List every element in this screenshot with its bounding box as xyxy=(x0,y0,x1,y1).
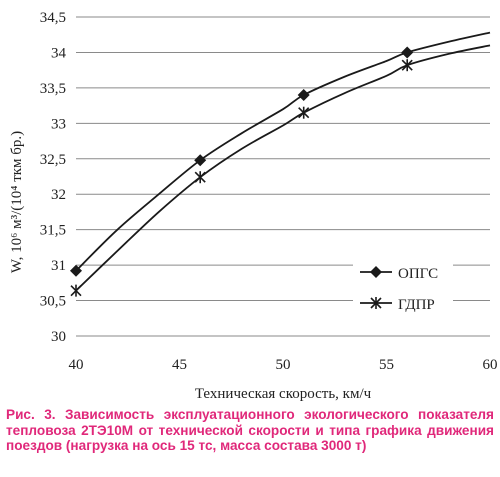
legend: ОПГС ГДПР xyxy=(353,260,453,322)
legend-asterisk-marker xyxy=(370,297,382,309)
x-tick-label: 55 xyxy=(379,357,394,373)
legend-label-opgs: ОПГС xyxy=(398,266,438,282)
figure-caption: Рис. 3. Зависимость эксплуатационного эк… xyxy=(6,407,494,453)
y-tick-label: 33 xyxy=(51,116,66,132)
data-point-diamond xyxy=(194,154,207,167)
legend-label-gdpr: ГДПР xyxy=(398,297,435,313)
y-tick-label: 34,5 xyxy=(40,10,66,26)
y-tick-label: 34 xyxy=(51,45,67,61)
data-point-asterisk xyxy=(401,59,413,72)
x-tick-label: 60 xyxy=(483,357,498,373)
series-line-0 xyxy=(75,31,491,272)
data-point-diamond xyxy=(70,264,82,277)
y-axis-title: W, 10⁶ м³/(10⁴ ткм бр.) xyxy=(9,131,25,273)
series-lines xyxy=(75,31,491,292)
y-tick-labels: 30 30,5 31 31,5 32 32,5 33 33,5 34 34,5 xyxy=(40,10,67,345)
series-line-1 xyxy=(75,44,491,292)
y-tick-label: 30 xyxy=(51,329,66,345)
x-axis-title: Техническая скорость, км/ч xyxy=(195,386,372,402)
data-point-diamond xyxy=(401,46,414,59)
legend-background xyxy=(353,260,453,322)
y-tick-label: 31,5 xyxy=(40,223,66,239)
x-tick-label: 45 xyxy=(172,357,187,373)
data-point-asterisk xyxy=(194,171,206,184)
chart: 30 30,5 31 31,5 32 32,5 33 33,5 34 34,5 40 45 50 55 6… xyxy=(9,10,498,402)
data-point-asterisk xyxy=(298,106,310,119)
x-tick-label: 40 xyxy=(69,357,84,373)
y-tick-label: 32,5 xyxy=(40,152,66,168)
y-tick-label: 30,5 xyxy=(40,294,66,310)
x-tick-label: 50 xyxy=(276,357,291,373)
series-markers xyxy=(70,46,414,297)
data-point-diamond xyxy=(297,88,310,101)
legend-diamond-marker xyxy=(370,266,382,278)
y-tick-label: 31 xyxy=(51,258,66,274)
y-tick-label: 33,5 xyxy=(40,81,66,97)
y-tick-label: 32 xyxy=(51,187,66,203)
data-point-asterisk xyxy=(70,284,82,297)
x-tick-labels: 40 45 50 55 60 xyxy=(69,357,498,373)
grid-lines xyxy=(76,16,490,337)
